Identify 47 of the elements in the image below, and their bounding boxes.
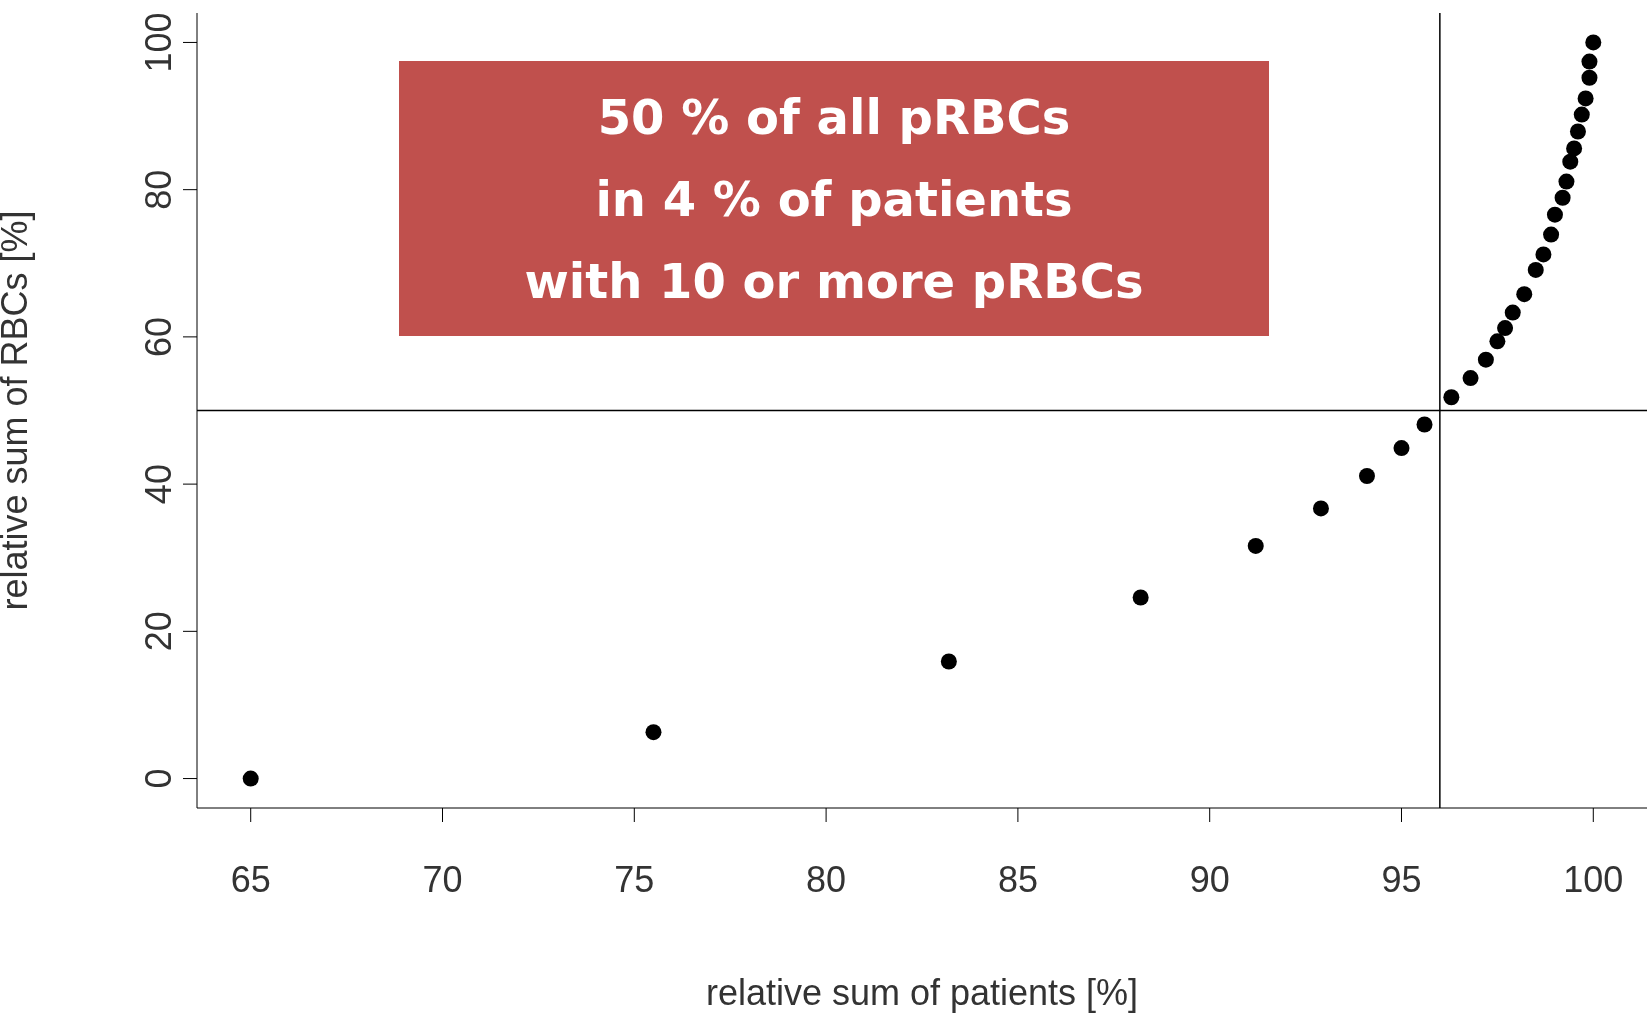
point xyxy=(1581,53,1598,70)
y-tick-label: 20 xyxy=(138,611,179,652)
x-tick-label: 90 xyxy=(1189,858,1230,900)
point xyxy=(1132,589,1149,606)
y-tick-label: 60 xyxy=(138,316,179,357)
x-tick-label: 100 xyxy=(1563,858,1624,900)
x-tick-label: 95 xyxy=(1381,858,1422,900)
y-tick-label: 40 xyxy=(138,464,179,505)
point xyxy=(1247,537,1264,554)
point xyxy=(1416,416,1433,433)
point xyxy=(1554,189,1571,206)
point xyxy=(1393,440,1410,457)
point xyxy=(1577,90,1594,107)
x-tick-label: 85 xyxy=(997,858,1038,900)
point xyxy=(1535,246,1552,263)
point xyxy=(1504,304,1521,321)
y-tick-label: 0 xyxy=(138,768,179,789)
y-axis-title: relative sum of RBCs [%] xyxy=(0,210,35,611)
point xyxy=(940,653,957,670)
point xyxy=(1573,106,1590,123)
point xyxy=(1585,34,1602,51)
x-tick-label: 80 xyxy=(806,858,847,900)
point xyxy=(1581,69,1598,86)
y-tick-label: 100 xyxy=(138,12,179,73)
point xyxy=(1566,140,1583,157)
point xyxy=(1312,500,1329,517)
point xyxy=(1477,351,1494,368)
point xyxy=(1516,286,1533,303)
y-tick-label: 80 xyxy=(138,169,179,210)
point xyxy=(1358,468,1375,485)
point xyxy=(242,770,259,787)
point xyxy=(1546,206,1563,223)
point xyxy=(1562,153,1579,170)
x-tick-label: 65 xyxy=(230,858,271,900)
point xyxy=(1543,226,1560,243)
point xyxy=(645,724,662,741)
point xyxy=(1497,320,1514,337)
point xyxy=(1558,173,1575,190)
point xyxy=(1569,123,1586,140)
x-tick-label: 75 xyxy=(614,858,655,900)
x-tick-label: 70 xyxy=(422,858,463,900)
point xyxy=(1443,389,1460,406)
annotation: 50 % of all pRBCs in 4 % of patients with 10 or more pRBCs xyxy=(524,87,1144,311)
point xyxy=(1489,333,1506,350)
point xyxy=(1527,261,1544,278)
point xyxy=(1462,370,1479,387)
x-axis-title: relative sum of patients [%] xyxy=(705,972,1139,1013)
